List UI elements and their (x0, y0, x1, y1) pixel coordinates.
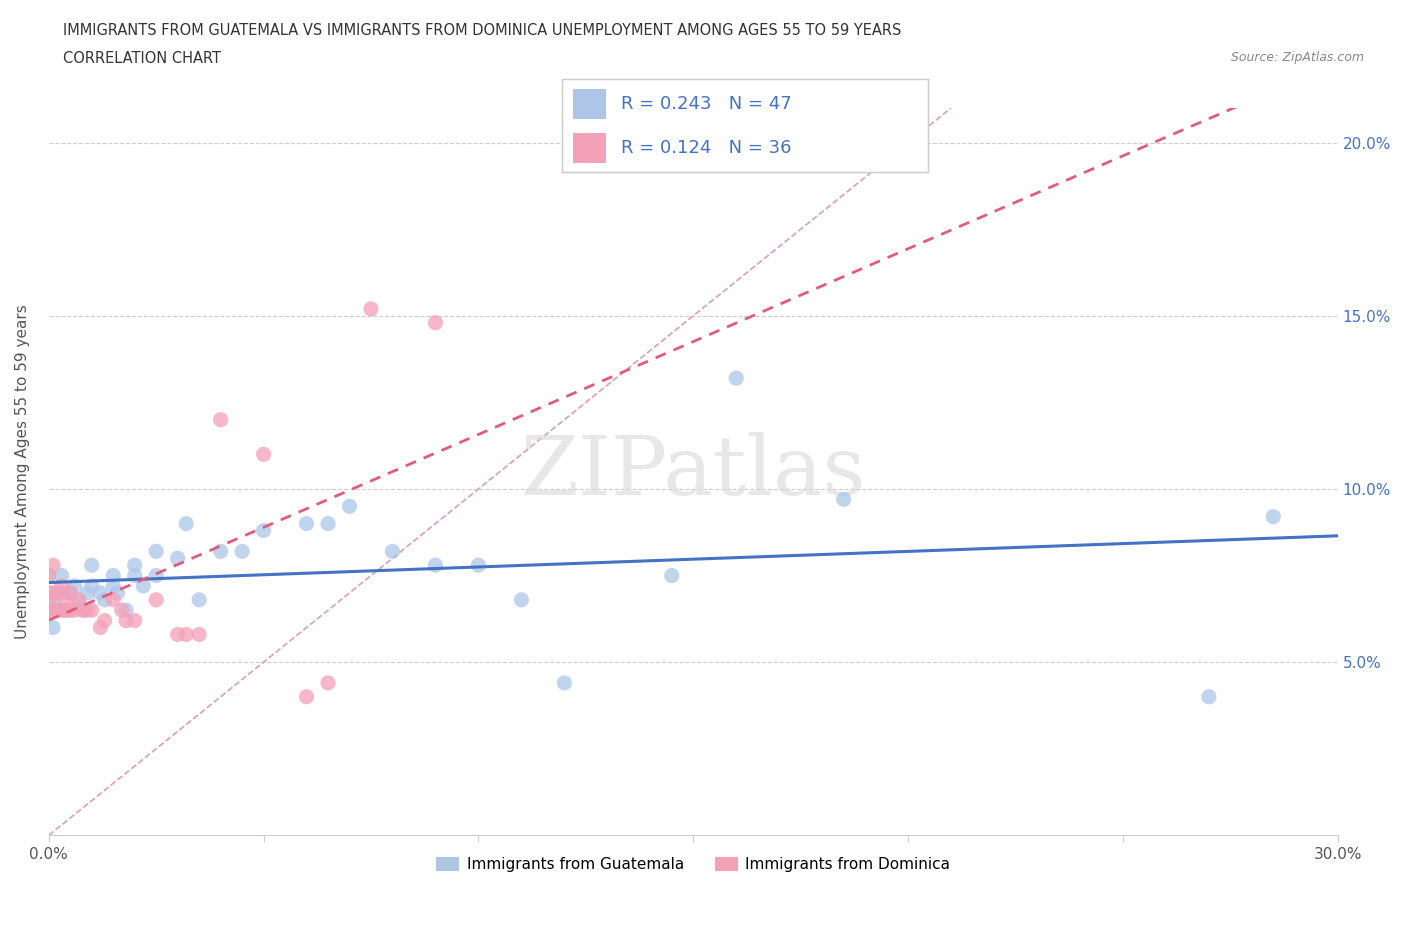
Point (425, 558, 447, 573)
Point (55, 603, 77, 618)
Point (80, 558, 103, 573)
Point (42, 558, 65, 573)
Point (63, 578, 86, 593)
Point (46, 603, 69, 618)
Point (80, 603, 103, 618)
Point (42, 620, 65, 635)
Point (124, 558, 146, 573)
Point (38, 592, 60, 607)
Point (51, 578, 73, 593)
Point (316, 675, 339, 690)
Point (115, 613, 138, 628)
Point (145, 568, 167, 583)
Point (124, 568, 146, 583)
Point (38, 603, 60, 618)
Point (174, 627, 197, 642)
Point (38, 603, 60, 618)
Point (295, 516, 318, 531)
Point (38, 585, 60, 600)
Point (209, 412, 232, 427)
Point (209, 544, 232, 559)
Point (55, 603, 77, 618)
Point (295, 689, 318, 704)
Point (93, 613, 115, 628)
Point (145, 544, 167, 559)
Point (38, 585, 60, 600)
Point (316, 516, 339, 531)
Point (93, 592, 115, 607)
Text: IMMIGRANTS FROM GUATEMALA VS IMMIGRANTS FROM DOMINICA UNEMPLOYMENT AMONG AGES 55: IMMIGRANTS FROM GUATEMALA VS IMMIGRANTS … (63, 23, 901, 38)
Point (252, 523, 274, 538)
Point (76, 603, 98, 618)
Point (51, 603, 73, 618)
Point (166, 551, 188, 565)
Point (55, 592, 77, 607)
Point (46, 603, 69, 618)
Point (59, 585, 82, 600)
Legend: Immigrants from Guatemala, Immigrants from Dominica: Immigrants from Guatemala, Immigrants fr… (430, 851, 956, 879)
Point (832, 492, 855, 507)
Point (51, 568, 73, 583)
Point (80, 578, 103, 593)
Point (42, 585, 65, 600)
Point (1198, 689, 1220, 704)
Point (67, 592, 90, 607)
Point (252, 447, 274, 462)
Y-axis label: Unemployment Among Ages 55 to 59 years: Unemployment Among Ages 55 to 59 years (15, 304, 30, 639)
Point (59, 603, 82, 618)
Point (89, 585, 111, 600)
Point (107, 585, 129, 600)
Point (59, 585, 82, 600)
Point (72, 603, 94, 618)
Point (38, 568, 60, 583)
Point (103, 578, 125, 593)
Point (51, 585, 73, 600)
Point (339, 498, 361, 513)
Text: R = 0.124   N = 36: R = 0.124 N = 36 (621, 139, 792, 157)
Point (46, 585, 69, 600)
Point (1263, 510, 1285, 525)
Text: CORRELATION CHART: CORRELATION CHART (63, 51, 221, 66)
FancyBboxPatch shape (574, 133, 606, 163)
Point (510, 592, 533, 607)
Point (425, 315, 447, 330)
Point (725, 371, 748, 386)
Point (145, 592, 167, 607)
Point (166, 627, 188, 642)
Point (174, 516, 197, 531)
Point (63, 603, 86, 618)
FancyBboxPatch shape (574, 89, 606, 119)
Point (360, 301, 382, 316)
Point (124, 613, 146, 628)
Point (111, 603, 134, 618)
Point (42, 603, 65, 618)
Point (553, 675, 575, 690)
Text: R = 0.243   N = 47: R = 0.243 N = 47 (621, 95, 792, 113)
Point (42, 592, 65, 607)
Point (115, 603, 138, 618)
Point (103, 568, 125, 583)
Point (231, 544, 253, 559)
Point (67, 592, 90, 607)
Point (188, 627, 211, 642)
Point (132, 578, 155, 593)
Text: Source: ZipAtlas.com: Source: ZipAtlas.com (1230, 51, 1364, 64)
Point (46, 585, 69, 600)
Point (381, 544, 404, 559)
Point (76, 585, 98, 600)
Point (188, 592, 211, 607)
Point (467, 558, 489, 573)
Point (89, 620, 111, 635)
Point (661, 568, 683, 583)
Point (72, 603, 94, 618)
Point (103, 592, 125, 607)
Point (38, 568, 60, 583)
Text: ZIPatlas: ZIPatlas (520, 432, 866, 512)
